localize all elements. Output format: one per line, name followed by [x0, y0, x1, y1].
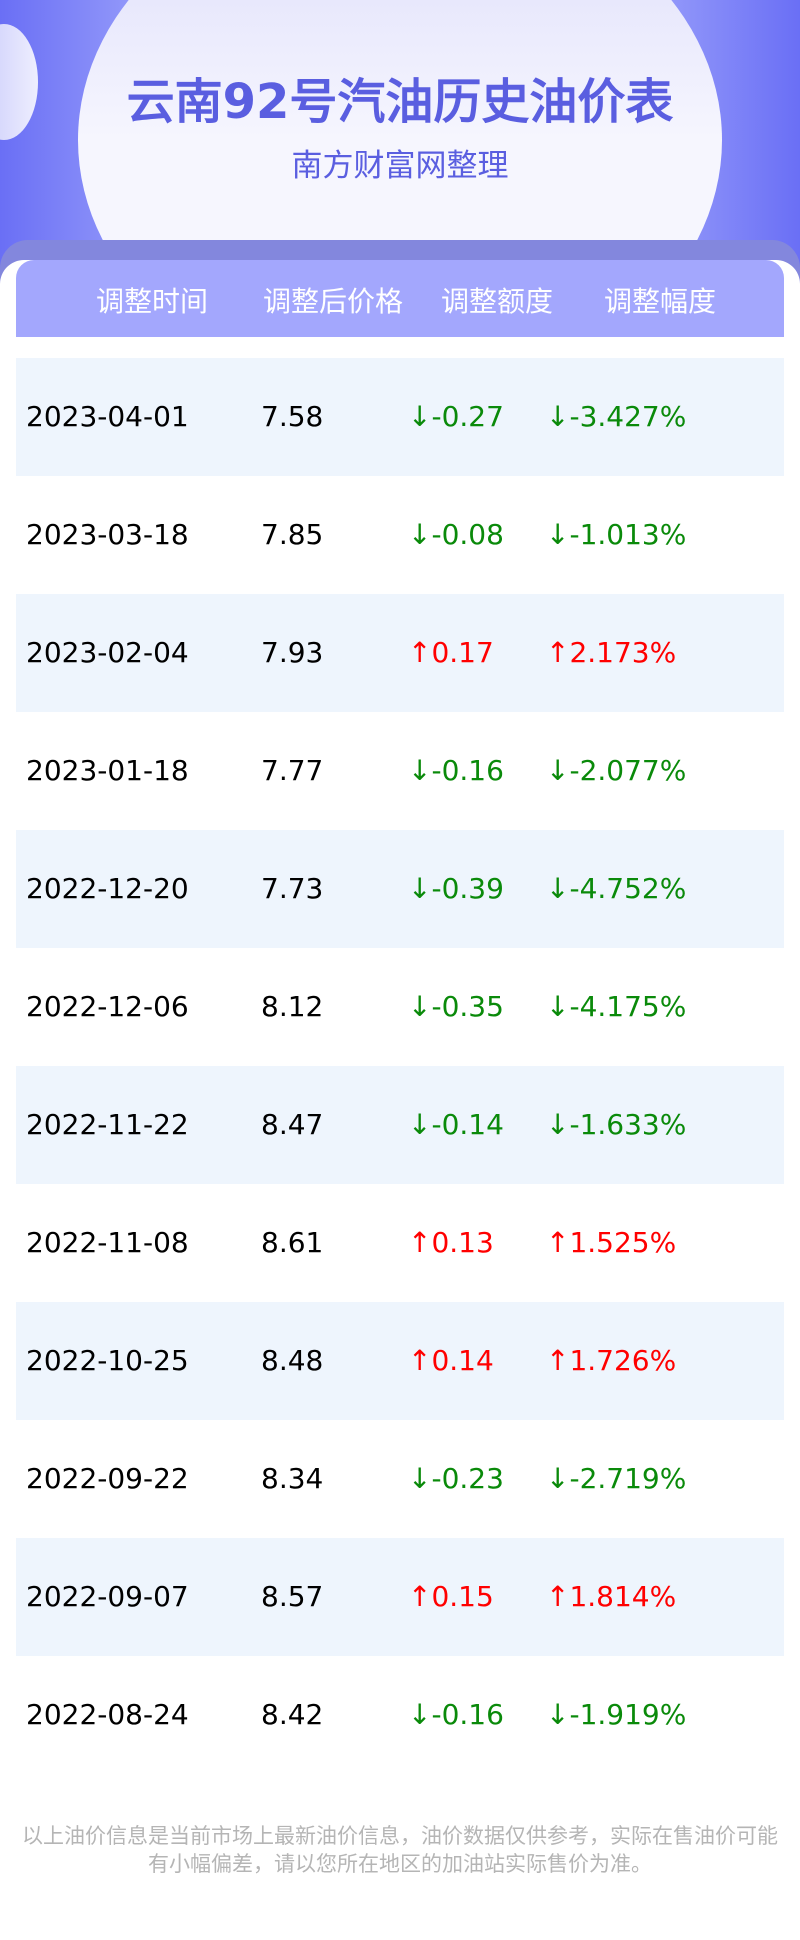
price-cell: 7.77 — [261, 754, 324, 787]
percent-cell: ↓-4.752% — [546, 872, 687, 905]
percent-cell: ↓-1.919% — [546, 1698, 687, 1731]
change-cell: ↓-0.23 — [408, 1462, 504, 1495]
change-cell: ↑0.15 — [408, 1580, 494, 1613]
page-title: 云南92号汽油历史油价表 — [126, 74, 674, 130]
date-cell: 2022-09-07 — [26, 1580, 189, 1613]
hero-banner: 云南92号汽油历史油价表 南方财富网整理 — [0, 0, 800, 280]
price-cell: 8.12 — [261, 990, 324, 1023]
column-header-price: 调整后价格 — [263, 285, 404, 318]
date-cell: 2023-03-18 — [26, 518, 189, 551]
table-row: 2023-02-04 7.93 ↑0.17 ↑2.173% — [16, 594, 784, 712]
table-row: 2022-12-06 8.12 ↓-0.35 ↓-4.175% — [16, 948, 784, 1066]
disclaimer-line-2: 有小幅偏差，请以您所在地区的加油站实际售价为准。 — [148, 1852, 652, 1876]
date-cell: 2022-12-06 — [26, 990, 189, 1023]
change-cell: ↑0.13 — [408, 1226, 494, 1259]
change-cell: ↑0.14 — [408, 1344, 494, 1377]
percent-cell: ↓-2.719% — [546, 1462, 687, 1495]
change-cell: ↓-0.35 — [408, 990, 504, 1023]
page-subtitle: 南方财富网整理 — [291, 148, 509, 184]
disclaimer: 以上油价信息是当前市场上最新油价信息，油价数据仅供参考，实际在售油价可能 有小幅… — [0, 1822, 800, 1878]
date-cell: 2022-10-25 — [26, 1344, 189, 1377]
price-cell: 8.47 — [261, 1108, 324, 1141]
price-cell: 8.48 — [261, 1344, 324, 1377]
date-cell: 2022-09-22 — [26, 1462, 189, 1495]
table-row: 2023-04-01 7.58 ↓-0.27 ↓-3.427% — [16, 358, 784, 476]
date-cell: 2023-02-04 — [26, 636, 189, 669]
percent-cell: ↓-1.633% — [546, 1108, 687, 1141]
date-cell: 2023-01-18 — [26, 754, 189, 787]
column-header-percent: 调整幅度 — [604, 285, 717, 318]
percent-cell: ↓-3.427% — [546, 400, 687, 433]
date-cell: 2022-12-20 — [26, 872, 189, 905]
table-row: 2022-11-22 8.47 ↓-0.14 ↓-1.633% — [16, 1066, 784, 1184]
percent-cell: ↓-1.013% — [546, 518, 687, 551]
price-cell: 8.34 — [261, 1462, 324, 1495]
percent-cell: ↓-4.175% — [546, 990, 687, 1023]
price-cell: 8.57 — [261, 1580, 324, 1613]
table-row: 2023-03-18 7.85 ↓-0.08 ↓-1.013% — [16, 476, 784, 594]
table-header: 调整时间 调整后价格 调整额度 调整幅度 — [16, 260, 784, 337]
column-header-change: 调整额度 — [441, 285, 554, 318]
date-cell: 2022-11-22 — [26, 1108, 189, 1141]
table-row: 2022-11-08 8.61 ↑0.13 ↑1.525% — [16, 1184, 784, 1302]
table-row: 2022-09-07 8.57 ↑0.15 ↑1.814% — [16, 1538, 784, 1656]
change-cell: ↑0.17 — [408, 636, 494, 669]
change-cell: ↓-0.27 — [408, 400, 504, 433]
table-row: 2022-10-25 8.48 ↑0.14 ↑1.726% — [16, 1302, 784, 1420]
date-cell: 2022-08-24 — [26, 1698, 189, 1731]
hero-oval-decoration — [78, 0, 722, 280]
price-cell: 7.93 — [261, 636, 324, 669]
percent-cell: ↑1.814% — [546, 1580, 677, 1613]
table-row: 2022-09-22 8.34 ↓-0.23 ↓-2.719% — [16, 1420, 784, 1538]
price-cell: 7.58 — [261, 400, 324, 433]
disclaimer-line-1: 以上油价信息是当前市场上最新油价信息，油价数据仅供参考，实际在售油价可能 — [22, 1824, 778, 1848]
price-cell: 8.61 — [261, 1226, 324, 1259]
percent-cell: ↑1.726% — [546, 1344, 677, 1377]
table-row: 2023-01-18 7.77 ↓-0.16 ↓-2.077% — [16, 712, 784, 830]
column-header-date: 调整时间 — [96, 285, 209, 318]
change-cell: ↓-0.16 — [408, 754, 504, 787]
change-cell: ↓-0.16 — [408, 1698, 504, 1731]
table-row: 2022-12-20 7.73 ↓-0.39 ↓-4.752% — [16, 830, 784, 948]
change-cell: ↓-0.08 — [408, 518, 504, 551]
date-cell: 2023-04-01 — [26, 400, 189, 433]
percent-cell: ↓-2.077% — [546, 754, 687, 787]
date-cell: 2022-11-08 — [26, 1226, 189, 1259]
percent-cell: ↑2.173% — [546, 636, 677, 669]
table-row: 2022-08-24 8.42 ↓-0.16 ↓-1.919% — [16, 1656, 784, 1774]
price-cell: 7.73 — [261, 872, 324, 905]
change-cell: ↓-0.14 — [408, 1108, 504, 1141]
price-cell: 7.85 — [261, 518, 324, 551]
change-cell: ↓-0.39 — [408, 872, 504, 905]
percent-cell: ↑1.525% — [546, 1226, 677, 1259]
price-cell: 8.42 — [261, 1698, 324, 1731]
